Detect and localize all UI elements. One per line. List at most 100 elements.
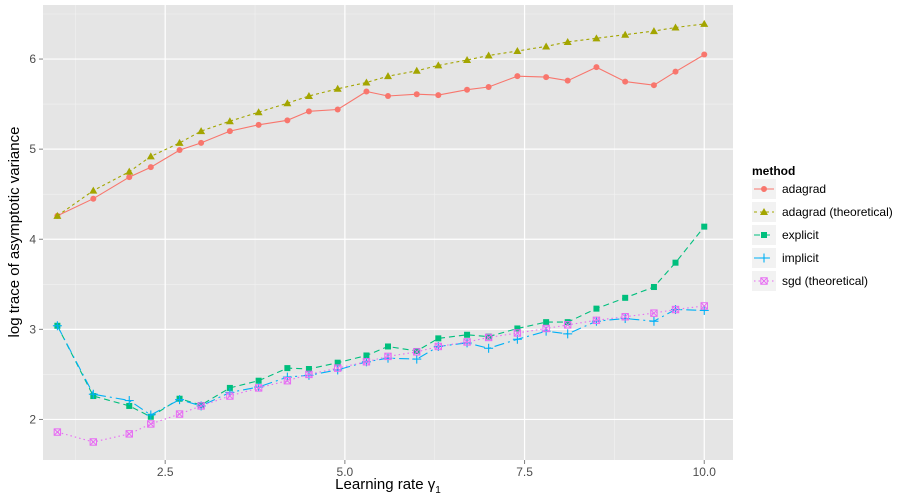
- data-point-explicit: [413, 347, 420, 354]
- x-axis: 2.5 5.0 7.5 10.0: [157, 460, 716, 479]
- data-point-explicit: [485, 333, 492, 340]
- legend-title: method: [752, 164, 795, 178]
- box-outline: [513, 329, 522, 337]
- data-point-explicit: [305, 366, 312, 372]
- data-point-adagrad-theoretical: [384, 72, 392, 80]
- data-point-adagrad: [413, 91, 420, 98]
- data-point-sgd-theoretical: [413, 348, 421, 356]
- data-point-sgd-theoretical: [700, 302, 708, 310]
- box-outline: [760, 277, 768, 285]
- data-point-sgd-theoretical: [89, 438, 98, 446]
- data-point-adagrad: [363, 88, 370, 95]
- data-point-implicit: [52, 321, 62, 331]
- box-cross-b: [671, 305, 680, 314]
- legend-key-marker: [761, 232, 767, 238]
- data-point-adagrad-theoretical: [362, 78, 371, 86]
- legend-item-implicit: implicit: [752, 248, 819, 268]
- box-cross-b: [413, 348, 421, 356]
- grid-minor: [43, 5, 733, 460]
- data-point-explicit: [334, 359, 341, 366]
- grid-major: [43, 5, 733, 460]
- data-point-explicit: [701, 223, 708, 230]
- data-point-adagrad-theoretical: [592, 34, 601, 42]
- data-point-adagrad: [90, 195, 97, 202]
- data-point-adagrad-theoretical: [412, 66, 421, 74]
- data-point-implicit: [484, 343, 494, 353]
- box-cross-b: [362, 358, 370, 366]
- legend: method adagrad adagrad (theoretical) expli…: [752, 164, 893, 291]
- data-point-adagrad: [334, 106, 341, 113]
- data-point-adagrad: [126, 174, 133, 181]
- legend-label: explicit: [782, 228, 819, 242]
- data-point-adagrad: [622, 78, 629, 85]
- box-outline: [671, 305, 680, 314]
- data-point-adagrad-theoretical: [225, 117, 234, 125]
- data-point-explicit: [543, 319, 550, 326]
- data-point-adagrad: [464, 86, 471, 93]
- data-point-adagrad-theoretical: [513, 46, 522, 54]
- box-cross-b: [125, 430, 133, 438]
- box-cross-b: [485, 333, 493, 342]
- box-outline: [621, 313, 629, 321]
- x-axis-title: Learning rate γ1: [335, 476, 441, 496]
- data-point-sgd-theoretical: [463, 338, 471, 346]
- box-cross-b: [513, 329, 521, 337]
- box-outline: [333, 364, 342, 372]
- data-point-sgd-theoretical: [621, 313, 629, 321]
- box-outline: [463, 338, 471, 346]
- data-point-adagrad: [176, 147, 183, 154]
- data-point-adagrad-theoretical: [254, 108, 263, 116]
- data-point-sgd-theoretical: [484, 333, 493, 342]
- data-point-explicit: [385, 343, 391, 350]
- legend-label: implicit: [782, 251, 819, 265]
- data-point-sgd-theoretical: [147, 420, 155, 428]
- data-point-implicit: [88, 389, 98, 399]
- data-point-sgd-theoretical: [671, 305, 680, 314]
- legend-key-marker: [760, 277, 768, 285]
- data-point-explicit: [226, 384, 233, 391]
- x-tick-label: 2.5: [157, 465, 174, 479]
- data-point-implicit: [124, 396, 134, 406]
- box-outline: [283, 377, 292, 385]
- box-outline: [147, 420, 155, 428]
- box-cross-b: [283, 377, 291, 385]
- data-point-adagrad-theoretical: [125, 167, 134, 175]
- plot-panel: [43, 5, 733, 460]
- data-point-adagrad-theoretical: [542, 42, 551, 50]
- data-point-sgd-theoretical: [333, 364, 342, 372]
- data-point-adagrad: [543, 74, 550, 81]
- data-point-sgd-theoretical: [283, 377, 292, 385]
- legend-item-sgd-theoretical: sgd (theoretical): [752, 271, 868, 291]
- data-point-implicit: [146, 410, 156, 420]
- data-point-explicit: [363, 352, 370, 359]
- data-point-explicit: [672, 259, 679, 266]
- data-point-sgd-theoretical: [434, 342, 443, 351]
- box-cross-b: [305, 370, 313, 378]
- data-point-adagrad-theoretical: [197, 127, 206, 135]
- data-point-implicit: [412, 354, 422, 364]
- y-tick-label: 2: [29, 412, 36, 426]
- data-point-sgd-theoretical: [197, 402, 205, 410]
- box-cross-b: [89, 438, 97, 446]
- legend-label: adagrad: [782, 182, 826, 196]
- data-point-adagrad-theoretical: [175, 138, 184, 146]
- box-cross-b: [53, 428, 61, 436]
- data-point-sgd-theoretical: [542, 324, 550, 333]
- data-point-sgd-theoretical: [592, 316, 601, 325]
- box-cross-b: [176, 410, 184, 418]
- data-point-sgd-theoretical: [125, 430, 133, 438]
- box-outline: [563, 321, 572, 329]
- box-cross-b: [255, 384, 263, 392]
- box-cross-b: [334, 364, 342, 372]
- data-point-explicit: [593, 305, 600, 312]
- legend-key-marker: [760, 208, 768, 215]
- box-cross-b: [434, 342, 442, 351]
- box-cross-b: [650, 309, 658, 317]
- box-outline: [542, 324, 550, 333]
- legend-item-explicit: explicit: [752, 225, 819, 245]
- legend-key-marker: [761, 186, 767, 192]
- y-tick-label: 5: [29, 142, 36, 156]
- data-point-adagrad: [435, 92, 442, 99]
- data-point-implicit: [175, 395, 185, 405]
